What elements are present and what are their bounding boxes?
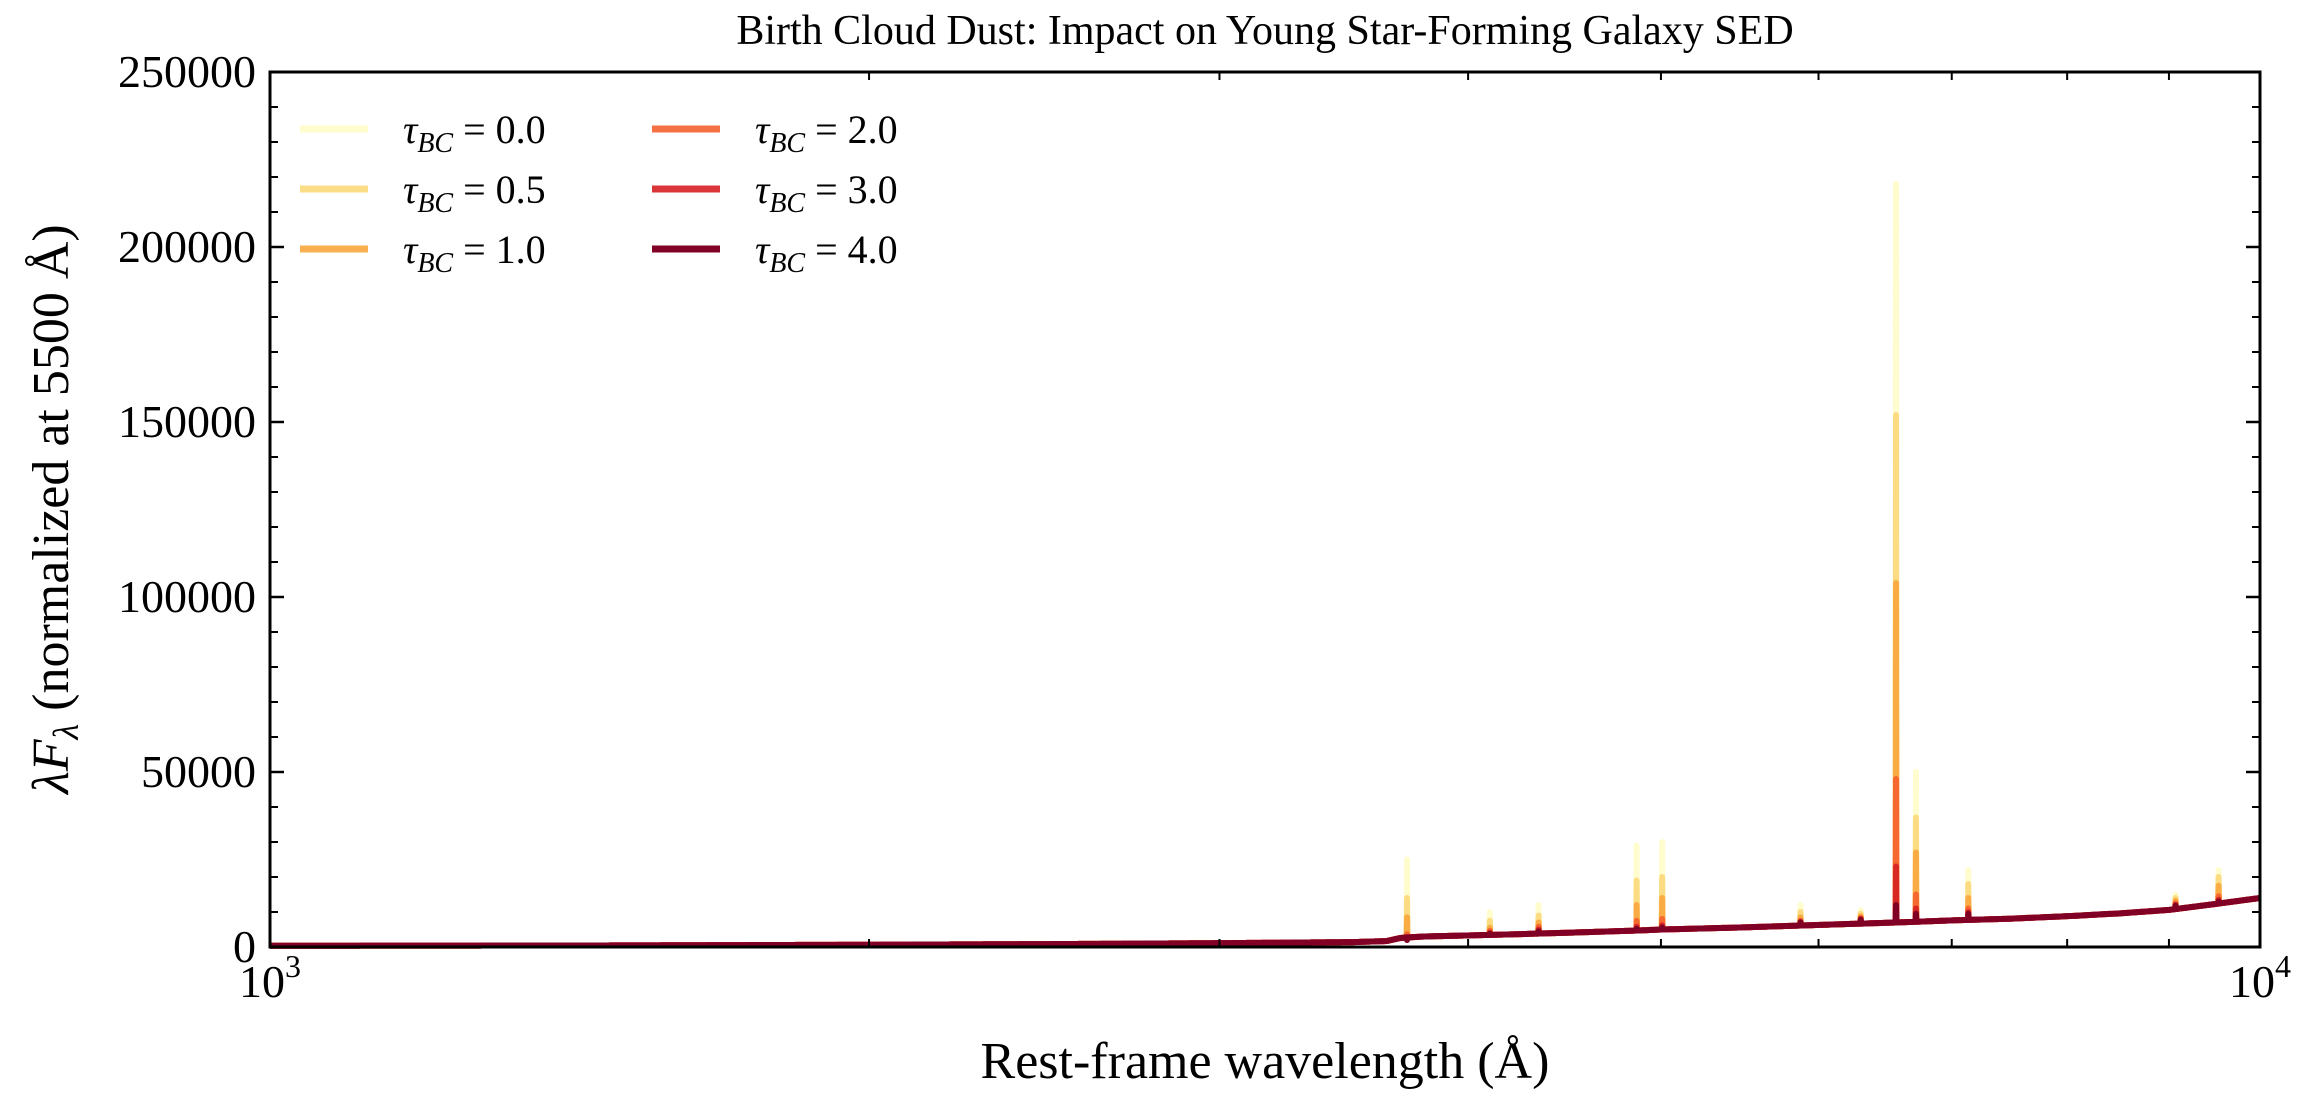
x-tick-label: 103	[239, 948, 301, 1007]
y-tick-label: 50000	[141, 746, 256, 797]
x-tick-label: 104	[2229, 948, 2291, 1007]
legend-item: τBC = 3.0	[652, 167, 898, 219]
legend-item: τBC = 2.0	[652, 107, 898, 159]
y-tick-label: 0	[233, 921, 256, 972]
series-line	[269, 863, 2261, 949]
plot-frame	[268, 70, 2262, 949]
series-line	[269, 895, 2261, 949]
plot-series	[269, 181, 2261, 949]
legend-item: τBC = 0.5	[300, 167, 546, 219]
y-tick-label: 100000	[118, 571, 256, 622]
legend-label: τBC = 3.0	[755, 167, 898, 219]
legend-label: τBC = 4.0	[755, 227, 898, 279]
legend-label: τBC = 2.0	[755, 107, 898, 159]
series-line	[269, 412, 2261, 949]
legend-label: τBC = 1.0	[403, 227, 546, 279]
y-tick-label: 150000	[118, 396, 256, 447]
y-axis-label: λFλ (normalized at 5500 Å)	[23, 224, 86, 796]
y-tick-label: 200000	[118, 221, 256, 272]
x-axis-label: Rest-frame wavelength (Å)	[981, 1033, 1550, 1090]
legend-label: τBC = 0.0	[403, 107, 546, 159]
legend-item: τBC = 1.0	[300, 227, 546, 279]
y-axis-label-sub: λ	[46, 724, 86, 741]
series-line	[269, 181, 2261, 949]
legend-item: τBC = 0.0	[300, 107, 546, 159]
legend-label: τBC = 0.5	[403, 167, 546, 219]
legend-item: τBC = 4.0	[652, 227, 898, 279]
y-axis-ticks: 0 50000 100000 150000 200000 250000	[118, 46, 2260, 972]
x-axis-ticks: 103 104	[239, 72, 2291, 1007]
y-axis-label-suffix: (normalized at 5500 Å)	[23, 224, 80, 724]
series-line	[269, 580, 2261, 949]
legend: τBC = 0.0 τBC = 0.5 τBC = 1.0 τBC = 2.0 τBC …	[300, 107, 898, 279]
y-tick-label: 250000	[118, 46, 256, 97]
chart-title: Birth Cloud Dust: Impact on Young Star-F…	[736, 8, 1793, 54]
y-axis-label-prefix: λF	[23, 738, 80, 796]
